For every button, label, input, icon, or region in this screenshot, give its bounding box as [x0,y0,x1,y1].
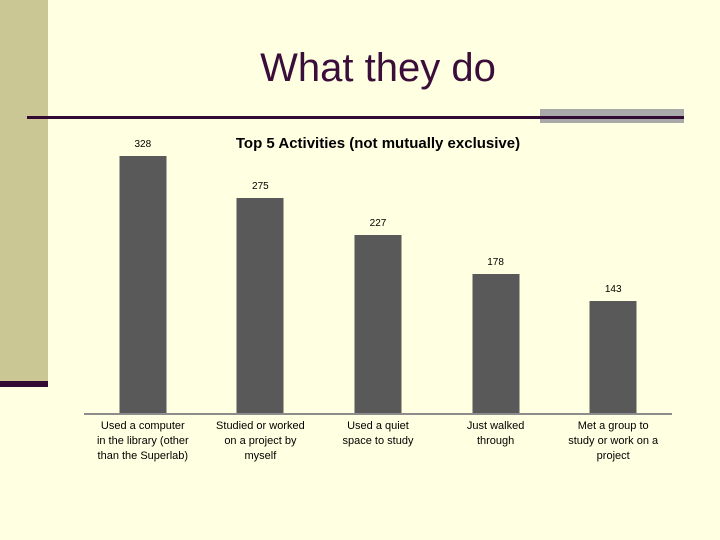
bar [589,300,637,413]
bar [119,156,167,413]
bar [236,197,284,413]
bar-slot: 143 [554,156,672,413]
bar-value-label: 275 [252,180,269,192]
category-label: Used a quiet space to study [342,420,414,447]
bar-value-label: 227 [369,218,387,230]
bar-slot: 227 [319,156,437,413]
slide-title: What they do [260,46,496,90]
bar [354,235,402,413]
bar-value-label: 328 [134,139,152,150]
category-label-row: Used a computer in the library (other th… [84,419,672,489]
bar-slot: 275 [202,156,320,413]
chart-title: Top 5 Activities (not mutually exclusive… [235,135,521,152]
bar [472,273,520,413]
sidebar-accent-footer [0,381,48,387]
bar-value-label: 143 [604,283,622,295]
title-rule-line [27,116,684,119]
chart-plot-area: 328 275 227 178 143 [84,139,672,413]
category-label: Just walked through [466,420,525,447]
bar-slot: 178 [437,156,555,413]
x-axis-line [84,413,672,415]
sidebar-accent-bar [0,0,48,381]
category-label: Studied or worked on a project by myself [216,420,305,462]
category-label: Used a computer in the library (other th… [96,420,189,462]
bar-slot: 328 [84,139,202,413]
category-label: Met a group to study or work on a projec… [568,420,659,462]
bar-value-label: 178 [487,256,504,268]
